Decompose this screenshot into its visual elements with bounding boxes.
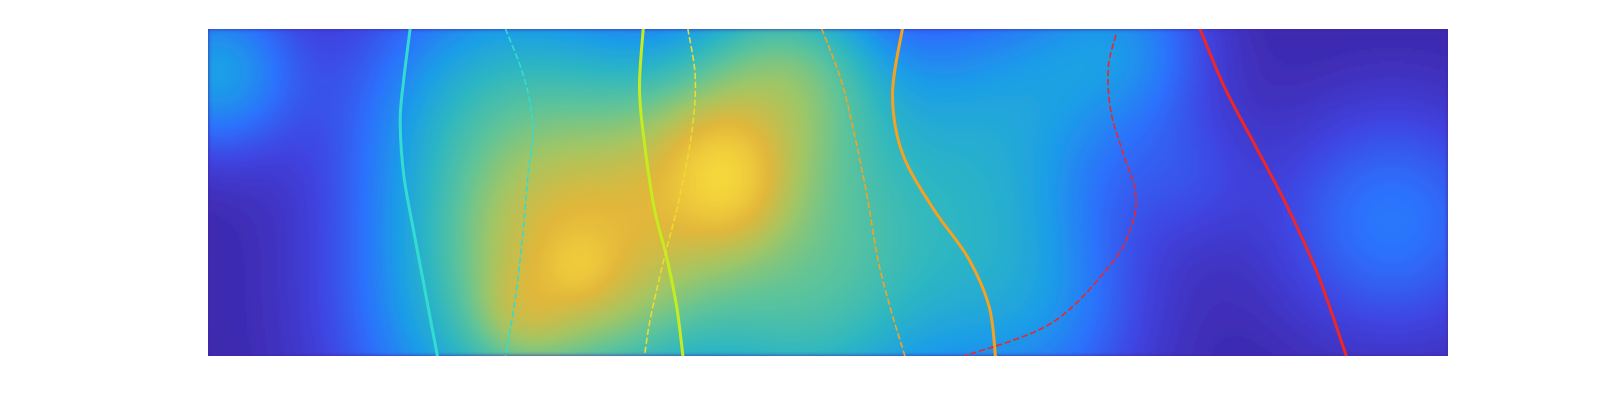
contour-lines — [398, 29, 1348, 356]
series-line-8-solid — [1198, 29, 1348, 356]
plot-area — [208, 29, 1448, 356]
series-line-7-dashed — [963, 34, 1137, 356]
series-line-4-dashed — [643, 29, 697, 356]
density-heatmap — [208, 29, 1448, 356]
series-line-5-solid — [890, 29, 997, 356]
series-line-1-solid — [398, 29, 439, 356]
series-line-3-solid — [637, 29, 685, 356]
series-line-2-dashed — [504, 29, 534, 356]
